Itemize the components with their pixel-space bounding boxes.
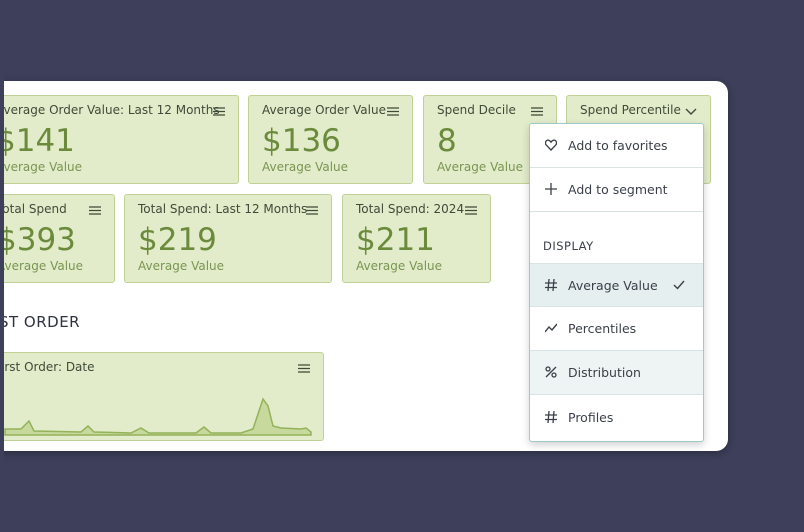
- menu-section-heading: DISPLAY: [543, 239, 594, 253]
- card-title: Average Order Value: [262, 103, 386, 117]
- heart-icon: [545, 139, 557, 151]
- card-value: 8: [437, 123, 457, 159]
- trend-icon: [545, 323, 557, 333]
- menu-item[interactable]: Add to segment: [530, 168, 703, 212]
- menu-icon[interactable]: [213, 107, 225, 116]
- metric-card[interactable]: Total Spend: 2024 $211 Average Value: [342, 194, 491, 283]
- menu-item-text: Distribution: [568, 365, 641, 380]
- menu-icon[interactable]: [306, 206, 318, 215]
- metric-card[interactable]: Average Order Value: Last 12 Months $141…: [4, 95, 239, 184]
- card-title: Total Spend: 2024: [356, 202, 465, 216]
- menu-item-text: Add to favorites: [568, 138, 668, 153]
- card-title: Total Spend: [4, 202, 67, 216]
- card-title: First Order: Date: [4, 360, 95, 374]
- percent-icon: [545, 366, 557, 378]
- menu-item-selected[interactable]: Average Value: [530, 263, 703, 307]
- section-heading: FIRST ORDER: [4, 313, 81, 331]
- card-title: Average Order Value: Last 12 Months: [4, 103, 220, 117]
- hash-icon: [545, 411, 557, 423]
- card-value: $219: [138, 222, 217, 258]
- card-label: Average Value: [4, 259, 84, 273]
- card-value: $211: [356, 222, 435, 258]
- card-value: $141: [4, 123, 75, 159]
- menu-item-text: Add to segment: [568, 182, 668, 197]
- menu-item[interactable]: Profiles: [530, 396, 703, 440]
- check-icon: [673, 280, 685, 290]
- menu-icon[interactable]: [531, 107, 543, 116]
- plus-icon: [545, 183, 557, 195]
- menu-item[interactable]: Percentiles: [530, 307, 703, 351]
- card-label: Average Value: [138, 259, 225, 273]
- menu-item-text: Percentiles: [568, 321, 637, 336]
- metric-card[interactable]: Total Spend: Last 12 Months $219 Average…: [124, 194, 332, 283]
- hash-icon: [545, 279, 557, 291]
- card-value: $393: [4, 222, 76, 258]
- menu-icon[interactable]: [387, 107, 399, 116]
- chart-card[interactable]: First Order: Date: [4, 352, 324, 441]
- menu-item-text: Profiles: [568, 410, 614, 425]
- card-value: $136: [262, 123, 341, 159]
- metric-card[interactable]: Total Spend $393 Average Value: [4, 194, 115, 283]
- card-label: Average Value: [4, 160, 83, 174]
- menu-icon[interactable]: [298, 364, 310, 373]
- menu-item[interactable]: Add to favorites: [530, 124, 703, 168]
- menu-icon[interactable]: [89, 206, 101, 215]
- chevron-icon[interactable]: [685, 107, 697, 116]
- card-label: Average Value: [437, 160, 524, 174]
- card-title: Spend Decile: [437, 103, 516, 117]
- dropdown-menu: Add to favorites Add to segment DISPLAY …: [529, 123, 704, 442]
- metric-card[interactable]: Average Order Value $136 Average Value: [248, 95, 413, 184]
- menu-icon[interactable]: [465, 206, 477, 215]
- viewport: Average Order Value: Last 12 Months $141…: [4, 0, 804, 532]
- sparkline: [4, 397, 312, 436]
- card-label: Average Value: [262, 160, 349, 174]
- menu-item[interactable]: Distribution: [530, 351, 703, 395]
- menu-item-text: Average Value: [568, 278, 658, 293]
- card-title: Spend Percentile: [580, 103, 681, 117]
- card-label: Average Value: [356, 259, 443, 273]
- card-title: Total Spend: Last 12 Months: [138, 202, 308, 216]
